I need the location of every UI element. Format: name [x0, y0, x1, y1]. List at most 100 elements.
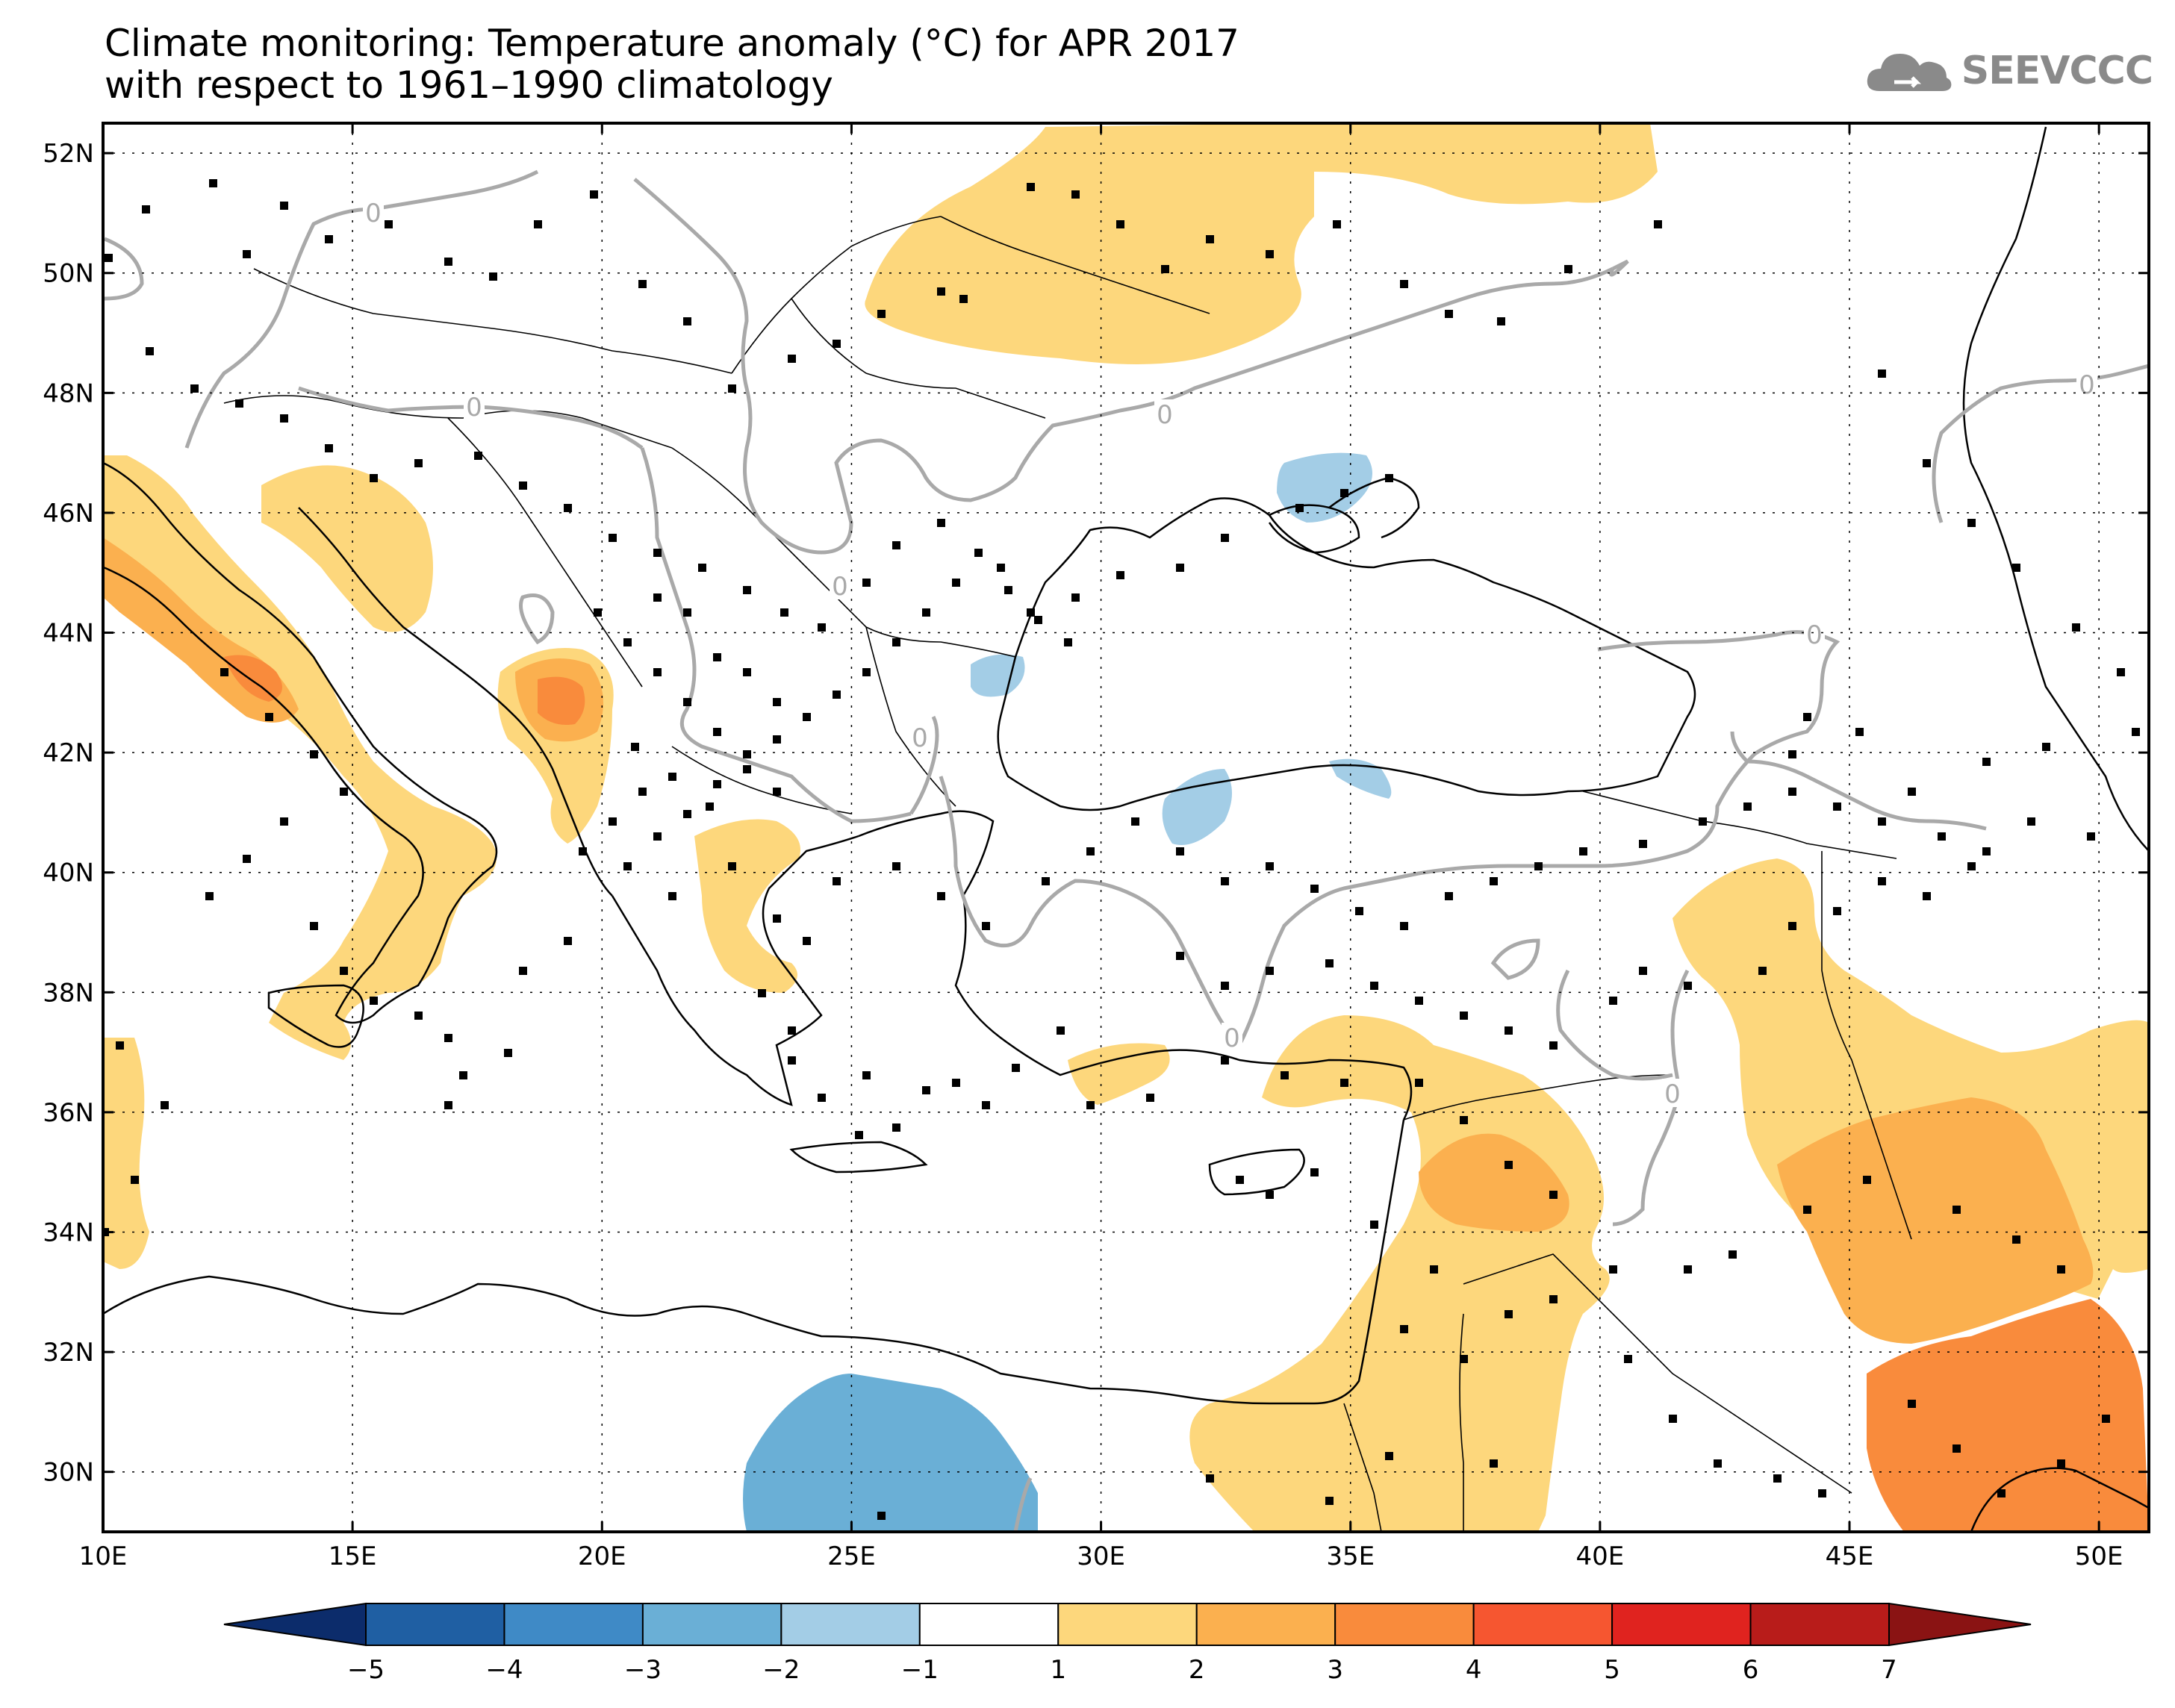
station-marker	[116, 1041, 124, 1050]
station-marker	[1490, 1459, 1498, 1468]
lat-label: 40N	[43, 858, 94, 888]
station-marker	[713, 780, 721, 788]
station-marker	[788, 1056, 796, 1065]
station-marker	[982, 922, 990, 930]
colorbar-label: 3	[1327, 1655, 1343, 1685]
station-marker	[1325, 959, 1334, 967]
station-marker	[1266, 250, 1274, 258]
contour-label: 0	[1224, 1023, 1240, 1053]
warm-region-iraq-hot	[1867, 1299, 2149, 1532]
colorbar-segment	[1334, 1603, 1475, 1646]
station-marker	[892, 862, 900, 870]
station-marker	[385, 220, 393, 228]
station-marker	[280, 202, 288, 210]
station-marker	[922, 608, 930, 617]
station-marker	[788, 1026, 796, 1035]
warm-region-sicily-edge	[103, 1038, 149, 1269]
station-marker	[773, 698, 781, 706]
warm-region-turkey-south	[1068, 1043, 1170, 1105]
station-marker	[609, 817, 617, 826]
station-marker	[937, 892, 945, 900]
contour-label: 0	[365, 199, 382, 228]
lat-label: 48N	[43, 378, 94, 408]
station-marker	[2027, 817, 2035, 826]
longitude-labels: 10E 15E 20E 25E 30E 35E 40E 45E 50E	[79, 1542, 2123, 1571]
station-marker	[892, 638, 900, 646]
station-marker	[519, 481, 527, 490]
station-marker	[833, 691, 841, 699]
title-line-2: with respect to 1961–1990 climatology	[105, 63, 833, 107]
station-marker	[937, 519, 945, 527]
station-marker	[1310, 1168, 1319, 1176]
contour-labels: 0 0 0 0 0 0 0 0 0	[363, 198, 2097, 1109]
station-marker	[1340, 1079, 1348, 1087]
station-marker	[1176, 952, 1184, 960]
station-marker	[877, 1512, 886, 1520]
station-marker	[105, 254, 113, 262]
lat-label: 52N	[43, 139, 94, 169]
station-marker	[444, 1034, 452, 1042]
warm-region-balkans-core	[538, 676, 585, 725]
station-marker	[340, 967, 348, 975]
station-marker	[564, 504, 572, 512]
cool-region-turkey-north	[1162, 769, 1232, 845]
station-marker	[1639, 840, 1647, 848]
warm-region-levant	[1189, 1015, 1610, 1532]
station-marker	[1355, 907, 1363, 915]
station-marker	[1415, 1079, 1423, 1087]
station-marker	[1549, 1295, 1558, 1303]
station-marker	[1729, 1250, 1737, 1259]
station-marker	[1057, 1026, 1065, 1035]
colorbar-label: 6	[1743, 1655, 1759, 1685]
station-marker	[1086, 1101, 1095, 1109]
station-marker	[698, 564, 706, 572]
station-marker	[1609, 1265, 1617, 1274]
colorbar-segment	[1749, 1603, 1890, 1646]
contour-label-bg	[1804, 620, 1825, 648]
coast-cyprus	[1208, 1148, 1305, 1196]
colorbar-segment	[641, 1603, 782, 1646]
station-marker	[325, 444, 333, 452]
station-marker	[1878, 877, 1886, 885]
station-marker	[683, 810, 691, 818]
station-marker	[1952, 1206, 1961, 1214]
station-marker	[444, 258, 452, 266]
station-marker	[952, 1079, 960, 1087]
station-marker	[1460, 1012, 1468, 1020]
contour-label: 0	[2079, 370, 2095, 400]
station-marker	[862, 1071, 871, 1079]
warm-region-iraq-core	[1777, 1097, 2094, 1344]
station-markers	[103, 179, 2140, 1520]
station-marker	[1460, 1116, 1468, 1124]
station-marker	[2057, 1265, 2065, 1274]
station-marker	[205, 892, 214, 900]
contour-label: 0	[912, 723, 928, 753]
station-marker	[1803, 1206, 1811, 1214]
cloud-icon	[1867, 54, 1952, 91]
station-marker	[1064, 638, 1072, 646]
station-marker	[1684, 1265, 1692, 1274]
warm-region-italy-hot2	[224, 655, 282, 702]
station-marker	[1131, 817, 1139, 826]
station-marker	[1624, 1355, 1632, 1363]
lon-label: 10E	[79, 1542, 128, 1571]
station-marker	[1071, 190, 1080, 199]
colorbar-segment	[1195, 1603, 1337, 1646]
station-marker	[773, 788, 781, 796]
lon-label: 15E	[329, 1542, 377, 1571]
station-marker	[370, 997, 378, 1005]
station-marker	[1370, 982, 1378, 990]
station-marker	[1266, 862, 1274, 870]
station-marker	[788, 355, 796, 363]
logo: SEEVCCC	[1864, 45, 2153, 97]
station-marker	[1460, 1355, 1468, 1363]
lat-label: 44N	[43, 619, 94, 649]
contour-label-bg	[1662, 1079, 1683, 1107]
contour-label-bg	[464, 392, 485, 420]
lon-label: 35E	[1326, 1542, 1375, 1571]
station-marker	[683, 698, 691, 706]
station-marker	[997, 564, 1005, 572]
station-marker	[1549, 1041, 1558, 1050]
station-marker	[1855, 728, 1864, 736]
